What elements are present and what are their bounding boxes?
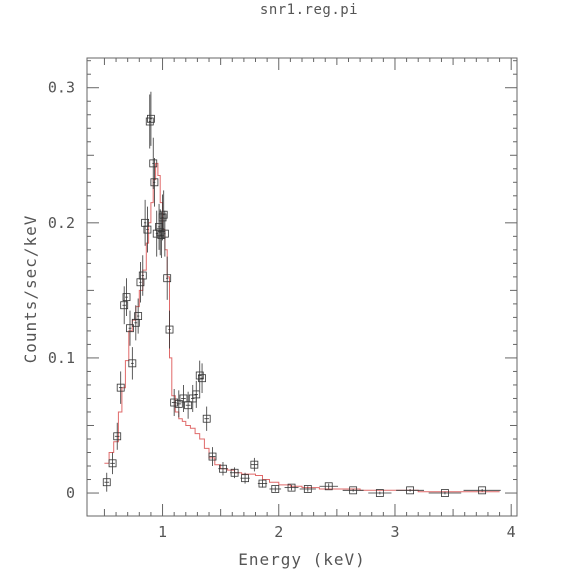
- x-tick-label: 2: [274, 523, 283, 541]
- data-point: [219, 464, 227, 473]
- chart-title: snr1.reg.pi: [260, 2, 358, 18]
- data-point: [102, 478, 111, 487]
- x-tick-label: 1: [158, 523, 167, 541]
- data-point: [184, 401, 193, 410]
- data-point: [303, 485, 312, 493]
- data-point: [147, 114, 155, 123]
- data-point: [192, 390, 201, 399]
- data-point: [478, 486, 487, 495]
- data-point: [143, 225, 152, 234]
- data-point: [170, 398, 179, 407]
- data-point: [258, 479, 267, 488]
- data-point: [128, 359, 137, 368]
- data-point: [324, 482, 333, 491]
- data-point: [174, 399, 183, 408]
- data-point: [158, 213, 167, 222]
- data-point: [287, 483, 296, 492]
- plot-area: 1 2 3 4 0 0.1 0.2 0.3: [48, 57, 518, 541]
- data-point: [208, 452, 217, 461]
- data-point: [122, 293, 131, 302]
- y-tick-label: 0: [66, 484, 75, 502]
- data-point: [198, 374, 206, 383]
- plot-frame: [86, 57, 518, 517]
- data-point: [113, 432, 122, 441]
- data-point: [134, 312, 143, 320]
- y-axis-label: Counts/sec/keV: [21, 215, 40, 364]
- x-axis-label: Energy (keV): [238, 550, 366, 569]
- x-tick-label: 3: [390, 523, 399, 541]
- data-point: [160, 229, 169, 238]
- data-point: [120, 301, 129, 310]
- data-point: [349, 486, 358, 495]
- data-point: [165, 325, 174, 334]
- data-point: [116, 383, 125, 392]
- data-point: [441, 489, 449, 497]
- data-point: [195, 371, 204, 380]
- data-point: [149, 159, 158, 168]
- data-point: [138, 271, 147, 280]
- data-point: [375, 489, 384, 497]
- data-point: [241, 474, 249, 483]
- y-tick-label: 0.3: [48, 79, 75, 97]
- data-point: [250, 460, 259, 469]
- data-point: [179, 394, 188, 403]
- data-point: [145, 117, 154, 126]
- data-point: [150, 178, 159, 187]
- data-point: [271, 485, 280, 493]
- data-point: [406, 486, 414, 495]
- data-point: [108, 459, 117, 468]
- data-point: [163, 274, 172, 283]
- y-tick-label: 0.2: [48, 214, 75, 232]
- data-point: [159, 210, 168, 219]
- data-point: [202, 414, 211, 423]
- data-point: [230, 468, 239, 477]
- data-point: [126, 324, 134, 333]
- x-tick-label: 4: [507, 523, 516, 541]
- y-tick-label: 0.1: [48, 349, 75, 367]
